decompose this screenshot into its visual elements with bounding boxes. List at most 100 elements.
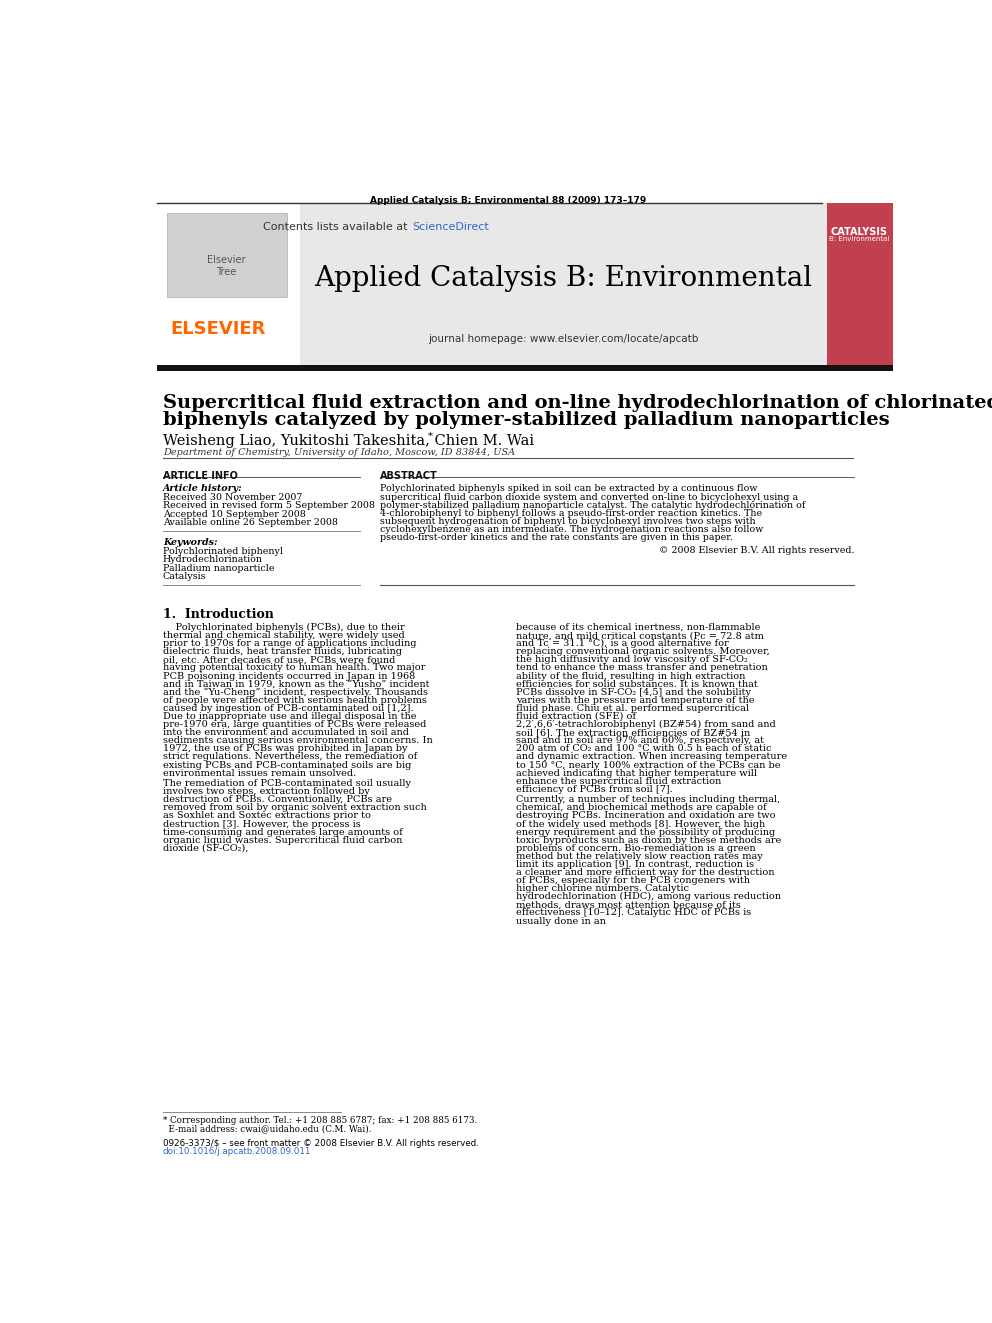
- Text: PCB poisoning incidents occurred in Japan in 1968: PCB poisoning incidents occurred in Japa…: [163, 672, 415, 680]
- Text: Weisheng Liao, Yukitoshi Takeshita, Chien M. Wai: Weisheng Liao, Yukitoshi Takeshita, Chie…: [163, 434, 534, 447]
- Text: Department of Chemistry, University of Idaho, Moscow, ID 83844, USA: Department of Chemistry, University of I…: [163, 447, 515, 456]
- Text: * Corresponding author. Tel.: +1 208 885 6787; fax: +1 208 885 6173.: * Corresponding author. Tel.: +1 208 885…: [163, 1115, 477, 1125]
- Text: *: *: [428, 431, 433, 441]
- Text: 2,2′,6,6′-tetrachlorobiphenyl (BZ#54) from sand and: 2,2′,6,6′-tetrachlorobiphenyl (BZ#54) fr…: [516, 720, 776, 729]
- Text: Keywords:: Keywords:: [163, 538, 217, 548]
- Text: usually done in an: usually done in an: [516, 917, 606, 926]
- Text: soil [6]. The extraction efficiencies of BZ#54 in: soil [6]. The extraction efficiencies of…: [516, 728, 750, 737]
- Text: chemical, and biochemical methods are capable of: chemical, and biochemical methods are ca…: [516, 803, 767, 812]
- Text: to 150 °C, nearly 100% extraction of the PCBs can be: to 150 °C, nearly 100% extraction of the…: [516, 761, 781, 770]
- Text: Article history:: Article history:: [163, 484, 242, 493]
- Text: B: Environmental: B: Environmental: [829, 235, 890, 242]
- Text: Due to inappropriate use and illegal disposal in the: Due to inappropriate use and illegal dis…: [163, 712, 417, 721]
- Text: thermal and chemical stability, were widely used: thermal and chemical stability, were wid…: [163, 631, 405, 640]
- Text: cyclohexylbenzene as an intermediate. The hydrogenation reactions also follow: cyclohexylbenzene as an intermediate. Th…: [380, 525, 763, 534]
- Text: 200 atm of CO₂ and 100 °C with 0.5 h each of static: 200 atm of CO₂ and 100 °C with 0.5 h eac…: [516, 745, 772, 753]
- Text: methods, draws most attention because of its: methods, draws most attention because of…: [516, 901, 741, 909]
- Text: into the environment and accumulated in soil and: into the environment and accumulated in …: [163, 728, 409, 737]
- Text: hydrodechlorination (HDC), among various reduction: hydrodechlorination (HDC), among various…: [516, 892, 781, 901]
- Text: of the widely used methods [8]. However, the high: of the widely used methods [8]. However,…: [516, 819, 766, 828]
- Text: and in Taiwan in 1979, known as the “Yusho” incident: and in Taiwan in 1979, known as the “Yus…: [163, 680, 430, 689]
- Text: of people were affected with serious health problems: of people were affected with serious hea…: [163, 696, 427, 705]
- Text: the high diffusivity and low viscosity of SF-CO₂: the high diffusivity and low viscosity o…: [516, 655, 748, 664]
- Text: 4-chlorobiphenyl to biphenyl follows a pseudo-first-order reaction kinetics. The: 4-chlorobiphenyl to biphenyl follows a p…: [380, 509, 762, 517]
- Text: time-consuming and generates large amounts of: time-consuming and generates large amoun…: [163, 828, 403, 836]
- Text: ARTICLE INFO: ARTICLE INFO: [163, 471, 238, 480]
- Text: ABSTRACT: ABSTRACT: [380, 471, 437, 480]
- Text: dioxide (SF-CO₂),: dioxide (SF-CO₂),: [163, 844, 248, 853]
- Text: Polychlorinated biphenyl: Polychlorinated biphenyl: [163, 546, 283, 556]
- Text: biphenyls catalyzed by polymer-stabilized palladium nanoparticles: biphenyls catalyzed by polymer-stabilize…: [163, 410, 890, 429]
- Text: 1972, the use of PCBs was prohibited in Japan by: 1972, the use of PCBs was prohibited in …: [163, 745, 408, 753]
- Text: Polychlorinated biphenyls spiked in soil can be extracted by a continuous flow: Polychlorinated biphenyls spiked in soil…: [380, 484, 757, 493]
- Text: pre-1970 era, large quantities of PCBs were released: pre-1970 era, large quantities of PCBs w…: [163, 720, 427, 729]
- Text: replacing conventional organic solvents. Moreover,: replacing conventional organic solvents.…: [516, 647, 770, 656]
- Text: and the “Yu-Cheng” incident, respectively. Thousands: and the “Yu-Cheng” incident, respectivel…: [163, 688, 428, 697]
- Bar: [157, 204, 300, 365]
- Text: sand and in soil are 97% and 60%, respectively, at: sand and in soil are 97% and 60%, respec…: [516, 737, 764, 745]
- Text: dielectric fluids, heat transfer fluids, lubricating: dielectric fluids, heat transfer fluids,…: [163, 647, 402, 656]
- Text: 1.  Introduction: 1. Introduction: [163, 607, 274, 620]
- Text: prior to 1970s for a range of applications including: prior to 1970s for a range of applicatio…: [163, 639, 417, 648]
- Text: problems of concern. Bio-remediation is a green: problems of concern. Bio-remediation is …: [516, 844, 756, 853]
- Text: sediments causing serious environmental concerns. In: sediments causing serious environmental …: [163, 737, 433, 745]
- Text: environmental issues remain unsolved.: environmental issues remain unsolved.: [163, 769, 356, 778]
- Text: Applied Catalysis B: Environmental: Applied Catalysis B: Environmental: [314, 265, 812, 292]
- Text: organic liquid wastes. Supercritical fluid carbon: organic liquid wastes. Supercritical flu…: [163, 836, 402, 844]
- Text: energy requirement and the possibility of producing: energy requirement and the possibility o…: [516, 828, 776, 836]
- Text: removed from soil by organic solvent extraction such: removed from soil by organic solvent ext…: [163, 803, 427, 812]
- Text: PCBs dissolve in SF-CO₂ [4,5] and the solubility: PCBs dissolve in SF-CO₂ [4,5] and the so…: [516, 688, 751, 697]
- Text: Hydrodechlorination: Hydrodechlorination: [163, 556, 263, 565]
- Text: Received 30 November 2007: Received 30 November 2007: [163, 493, 303, 501]
- Text: Currently, a number of techniques including thermal,: Currently, a number of techniques includ…: [516, 795, 781, 804]
- Text: Palladium nanoparticle: Palladium nanoparticle: [163, 564, 274, 573]
- Text: Contents lists available at: Contents lists available at: [263, 222, 411, 232]
- Text: method but the relatively slow reaction rates may: method but the relatively slow reaction …: [516, 852, 763, 861]
- Text: strict regulations. Nevertheless, the remediation of: strict regulations. Nevertheless, the re…: [163, 753, 417, 762]
- Text: ScienceDirect: ScienceDirect: [413, 222, 489, 232]
- Text: Elsevier
Tree: Elsevier Tree: [207, 255, 246, 277]
- Text: 0926-3373/$ – see front matter © 2008 Elsevier B.V. All rights reserved.: 0926-3373/$ – see front matter © 2008 El…: [163, 1139, 478, 1148]
- Text: because of its chemical inertness, non-flammable: because of its chemical inertness, non-f…: [516, 623, 761, 632]
- Bar: [300, 204, 827, 365]
- Text: limit its application [9]. In contrast, reduction is: limit its application [9]. In contrast, …: [516, 860, 754, 869]
- Text: supercritical fluid carbon dioxide system and converted on-line to bicyclohexyl : supercritical fluid carbon dioxide syste…: [380, 492, 798, 501]
- Text: oil, etc. After decades of use, PCBs were found: oil, etc. After decades of use, PCBs wer…: [163, 655, 395, 664]
- Text: destruction of PCBs. Conventionally, PCBs are: destruction of PCBs. Conventionally, PCB…: [163, 795, 392, 804]
- Text: fluid phase. Chiu et al. performed supercritical: fluid phase. Chiu et al. performed super…: [516, 704, 749, 713]
- Text: ELSEVIER: ELSEVIER: [171, 320, 266, 339]
- Text: tend to enhance the mass transfer and penetration: tend to enhance the mass transfer and pe…: [516, 664, 768, 672]
- Text: effectiveness [10–12]. Catalytic HDC of PCBs is: effectiveness [10–12]. Catalytic HDC of …: [516, 909, 751, 917]
- Text: Supercritical fluid extraction and on-line hydrodechlorination of chlorinated: Supercritical fluid extraction and on-li…: [163, 394, 992, 411]
- Text: involves two steps, extraction followed by: involves two steps, extraction followed …: [163, 787, 370, 796]
- Text: Accepted 10 September 2008: Accepted 10 September 2008: [163, 509, 306, 519]
- Text: efficiencies for solid substances. It is known that: efficiencies for solid substances. It is…: [516, 680, 758, 689]
- Text: journal homepage: www.elsevier.com/locate/apcatb: journal homepage: www.elsevier.com/locat…: [429, 335, 698, 344]
- Text: efficiency of PCBs from soil [7].: efficiency of PCBs from soil [7].: [516, 785, 673, 794]
- Text: E-mail address: cwai@uidaho.edu (C.M. Wai).: E-mail address: cwai@uidaho.edu (C.M. Wa…: [163, 1125, 371, 1134]
- Text: polymer-stabilized palladium nanoparticle catalyst. The catalytic hydrodechlorin: polymer-stabilized palladium nanoparticl…: [380, 500, 806, 509]
- Text: and Tc = 31.1 °C), is a good alternative for: and Tc = 31.1 °C), is a good alternative…: [516, 639, 729, 648]
- Text: enhance the supercritical fluid extraction: enhance the supercritical fluid extracti…: [516, 777, 721, 786]
- Text: existing PCBs and PCB-contaminated soils are big: existing PCBs and PCB-contaminated soils…: [163, 761, 411, 770]
- Text: of PCBs, especially for the PCB congeners with: of PCBs, especially for the PCB congener…: [516, 876, 750, 885]
- Text: pseudo-first-order kinetics and the rate constants are given in this paper.: pseudo-first-order kinetics and the rate…: [380, 533, 732, 542]
- Text: Applied Catalysis B; Environmental 88 (2009) 173–179: Applied Catalysis B; Environmental 88 (2…: [370, 196, 647, 205]
- Text: Polychlorinated biphenyls (PCBs), due to their: Polychlorinated biphenyls (PCBs), due to…: [163, 623, 405, 632]
- Text: and dynamic extraction. When increasing temperature: and dynamic extraction. When increasing …: [516, 753, 788, 762]
- Text: destroying PCBs. Incineration and oxidation are two: destroying PCBs. Incineration and oxidat…: [516, 811, 776, 820]
- Text: CATALYSIS: CATALYSIS: [831, 226, 888, 237]
- Text: ability of the fluid, resulting in high extraction: ability of the fluid, resulting in high …: [516, 672, 746, 680]
- Text: Available online 26 September 2008: Available online 26 September 2008: [163, 519, 337, 528]
- Bar: [157, 365, 893, 372]
- Text: higher chlorine numbers. Catalytic: higher chlorine numbers. Catalytic: [516, 884, 689, 893]
- Text: as Soxhlet and Soxtec extractions prior to: as Soxhlet and Soxtec extractions prior …: [163, 811, 371, 820]
- Text: varies with the pressure and temperature of the: varies with the pressure and temperature…: [516, 696, 755, 705]
- Text: The remediation of PCB-contaminated soil usually: The remediation of PCB-contaminated soil…: [163, 779, 411, 789]
- Text: fluid extraction (SFE) of: fluid extraction (SFE) of: [516, 712, 636, 721]
- Text: nature, and mild critical constants (Pc = 72.8 atm: nature, and mild critical constants (Pc …: [516, 631, 764, 640]
- Text: a cleaner and more efficient way for the destruction: a cleaner and more efficient way for the…: [516, 868, 775, 877]
- Bar: [827, 204, 893, 365]
- Text: having potential toxicity to human health. Two major: having potential toxicity to human healt…: [163, 664, 426, 672]
- Text: © 2008 Elsevier B.V. All rights reserved.: © 2008 Elsevier B.V. All rights reserved…: [659, 545, 854, 554]
